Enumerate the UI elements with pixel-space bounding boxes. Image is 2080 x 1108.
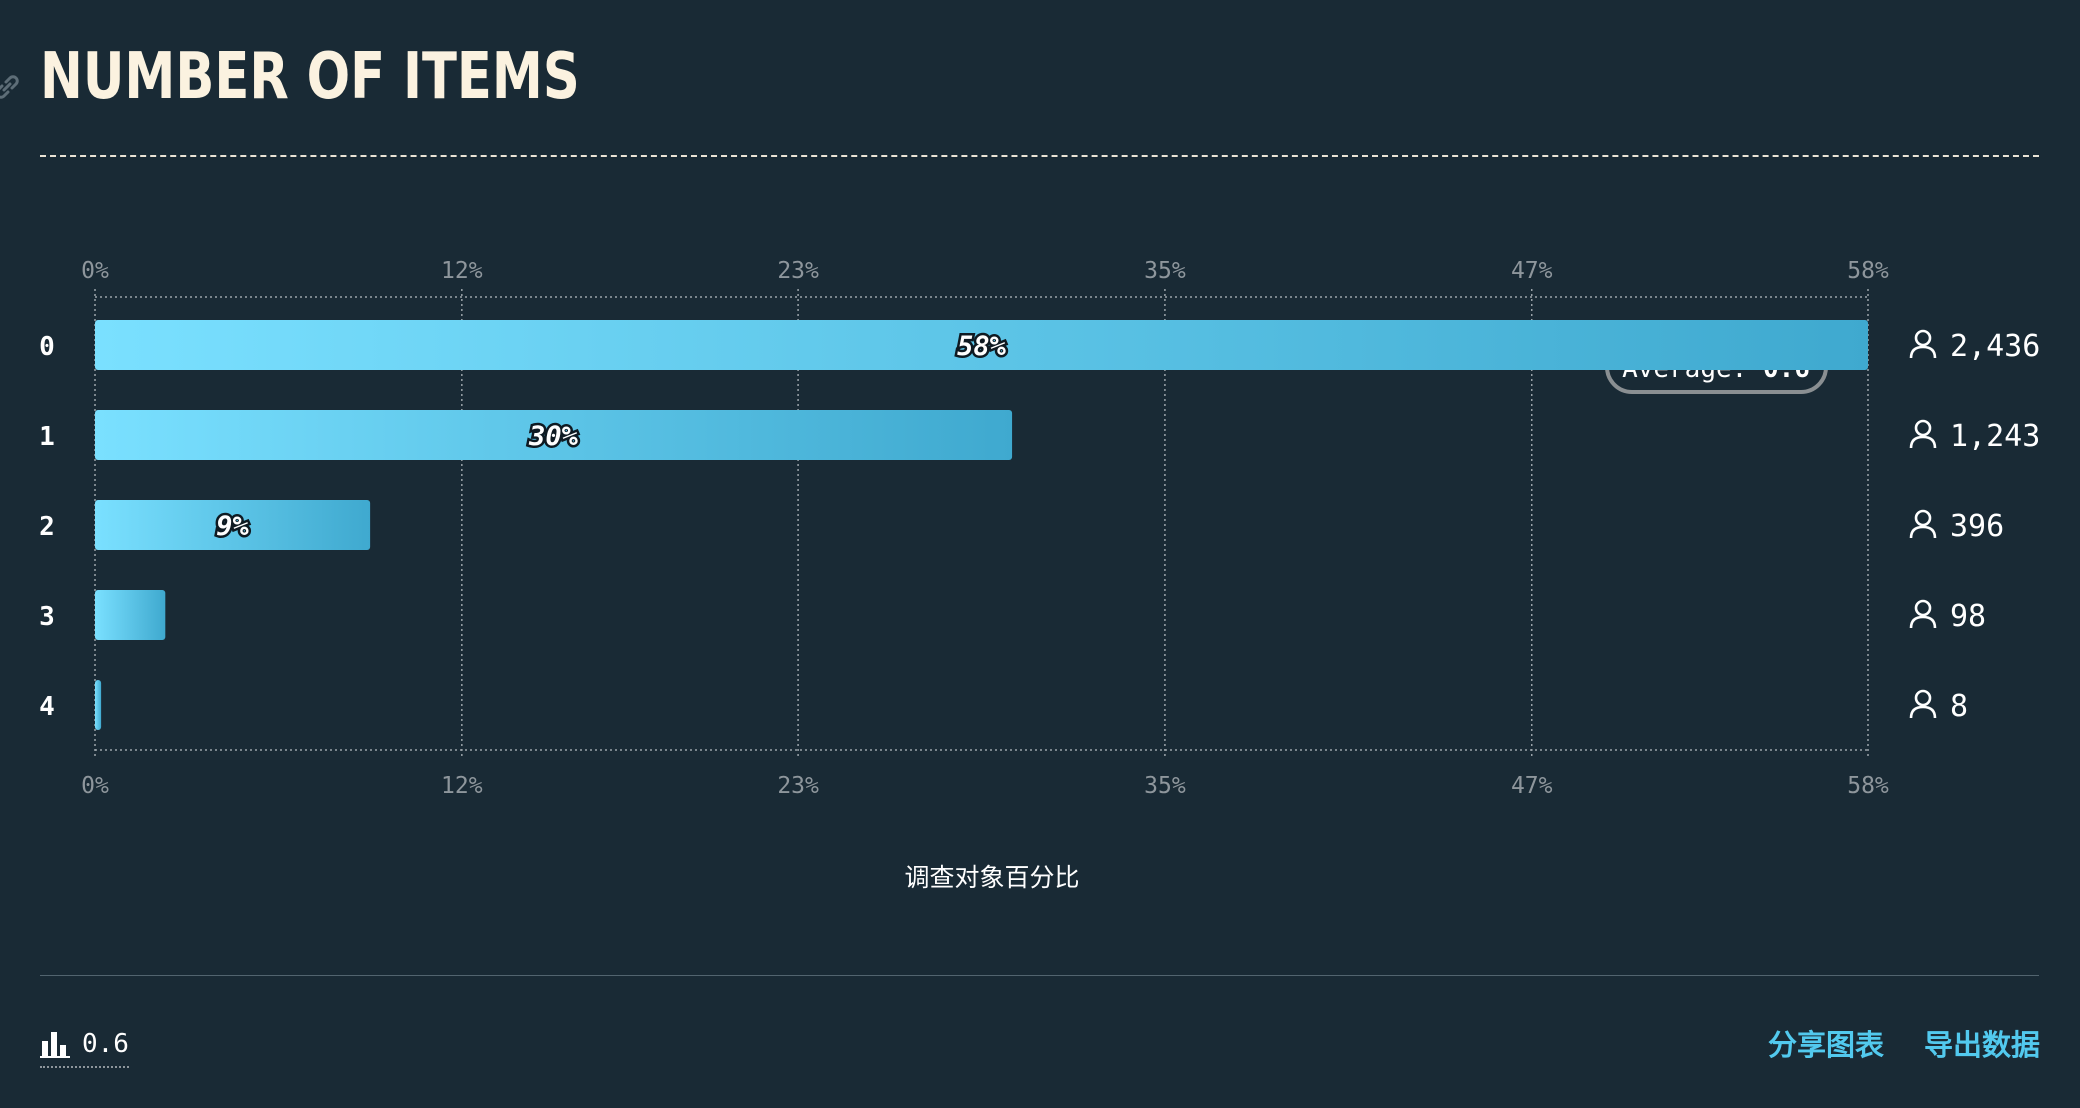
bottom-tick-label: 0% bbox=[81, 773, 109, 799]
bar bbox=[95, 500, 371, 550]
title-divider bbox=[40, 155, 2039, 157]
footer-average[interactable]: 0.6 bbox=[40, 1024, 129, 1068]
person-icon-body bbox=[1909, 615, 1937, 629]
category-label: 3 bbox=[39, 602, 55, 632]
bars: 58% 30% 9% bbox=[95, 320, 1868, 730]
respondent-count: 8 bbox=[1950, 689, 1968, 724]
person-icon-body bbox=[1909, 435, 1937, 449]
footer-divider bbox=[40, 975, 2039, 976]
category-label: 1 bbox=[39, 422, 55, 452]
export-data-link[interactable]: 导出数据 bbox=[1923, 1028, 2040, 1062]
share-chart-link[interactable]: 分享图表 bbox=[1767, 1028, 1884, 1062]
bottom-tick-label: 23% bbox=[777, 773, 819, 799]
top-tick-label: 23% bbox=[777, 258, 819, 284]
respondent-count: 2,436 bbox=[1950, 329, 2040, 364]
bottom-tick-label: 35% bbox=[1144, 773, 1186, 799]
category-label: 0 bbox=[39, 332, 55, 362]
link-icon[interactable] bbox=[0, 72, 22, 102]
top-tick-label: 12% bbox=[441, 258, 483, 284]
person-icon-head bbox=[1914, 419, 1932, 437]
bar-chart-icon bbox=[40, 1032, 70, 1058]
person-icon-body bbox=[1909, 525, 1937, 539]
bottom-tick-label: 58% bbox=[1847, 773, 1889, 799]
bar-value-label: 9% bbox=[216, 511, 249, 542]
top-tick-label: 47% bbox=[1511, 258, 1553, 284]
bar bbox=[95, 410, 1013, 460]
chart-title: NUMBER OF ITEMS bbox=[40, 40, 580, 114]
respondent-count: 1,243 bbox=[1950, 419, 2040, 454]
person-icon bbox=[1909, 419, 1937, 449]
bar bbox=[95, 680, 102, 730]
person-icon-body bbox=[1909, 705, 1937, 719]
category-label: 4 bbox=[39, 692, 55, 722]
bar-value-label: 30% bbox=[528, 421, 579, 452]
respondent-count: 396 bbox=[1950, 509, 2004, 544]
person-icon-head bbox=[1914, 689, 1932, 707]
person-icon-body bbox=[1909, 345, 1937, 359]
person-icon bbox=[1909, 329, 1937, 359]
category-labels: 0 1 2 3 4 bbox=[39, 332, 55, 722]
footer-actions: 分享图表 导出数据 bbox=[1768, 1022, 2040, 1064]
person-icon bbox=[1909, 689, 1937, 719]
top-tick-label: 58% bbox=[1847, 258, 1889, 284]
bar bbox=[95, 590, 166, 640]
person-icon-head bbox=[1914, 599, 1932, 617]
person-icon-head bbox=[1914, 329, 1932, 347]
category-label: 2 bbox=[39, 512, 55, 542]
respondent-counts: 2,436 1,243 396 98 8 bbox=[1909, 329, 2040, 724]
grid bbox=[94, 289, 1869, 758]
bottom-tick-label: 12% bbox=[441, 773, 483, 799]
person-icon bbox=[1909, 599, 1937, 629]
x-axis-label: 调查对象百分比 bbox=[904, 863, 1080, 892]
footer-average-value: 0.6 bbox=[82, 1029, 129, 1059]
bar bbox=[95, 320, 1868, 370]
person-icon-head bbox=[1914, 509, 1932, 527]
bar-value-label: 58% bbox=[957, 331, 1007, 362]
top-axis: 0% 12% 23% 35% 47% 58% bbox=[81, 258, 1889, 284]
bottom-axis: 0% 12% 23% 35% 47% 58% bbox=[81, 773, 1889, 799]
bottom-tick-label: 47% bbox=[1511, 773, 1553, 799]
top-tick-label: 0% bbox=[81, 258, 109, 284]
person-icon bbox=[1909, 509, 1937, 539]
top-tick-label: 35% bbox=[1144, 258, 1186, 284]
respondent-count: 98 bbox=[1950, 599, 1986, 634]
